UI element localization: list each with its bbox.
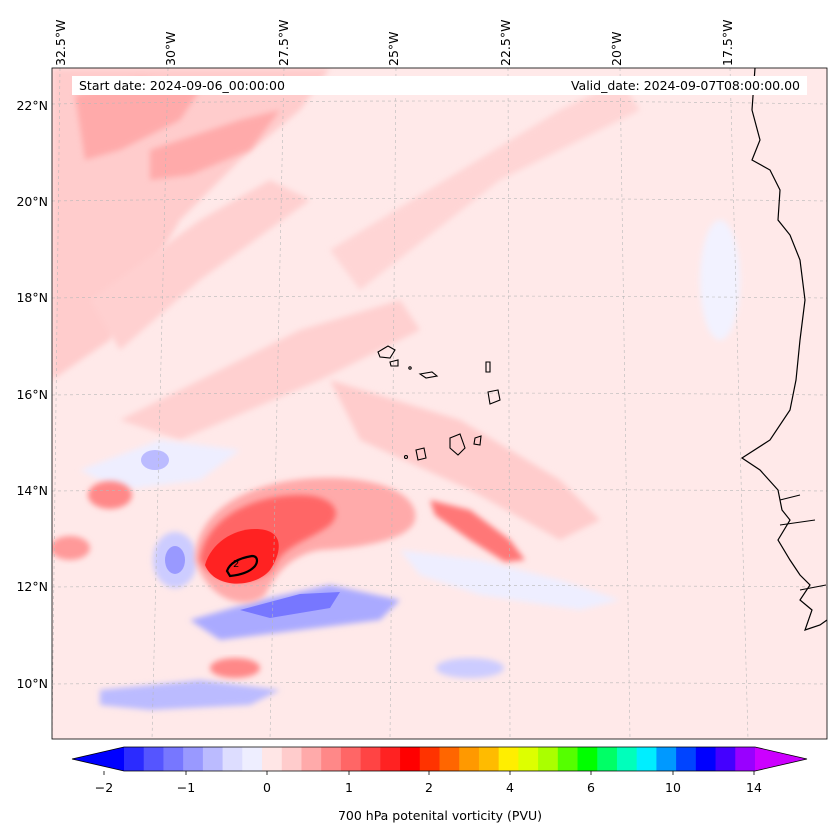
cape-verde-islands xyxy=(377,345,501,461)
colorbar-segment xyxy=(656,747,677,771)
pv-positive-patch-w2 xyxy=(52,536,90,560)
pv-cyclone-core xyxy=(205,529,279,584)
pv-negative-band-far-south xyxy=(100,680,280,710)
colorbar-segment xyxy=(597,747,618,771)
colorbar-segment xyxy=(478,747,500,771)
colorbar-segment xyxy=(538,747,559,771)
colorbar-segment xyxy=(202,747,224,771)
colorbar-tick-label: −2 xyxy=(94,780,114,795)
colorbar-title: 700 hPa potenital vorticity (PVU) xyxy=(337,808,543,823)
pv-band-diagonal xyxy=(330,80,640,290)
lon-label: 22.5°W xyxy=(498,19,513,66)
lat-label: 22°N xyxy=(16,98,48,113)
lon-label: 27.5°W xyxy=(276,19,291,66)
lon-label: 32.5°W xyxy=(53,19,68,66)
colorbar-tick-label: 4 xyxy=(506,780,514,795)
pv-negative-patch-6 xyxy=(700,220,740,340)
colorbar-segment xyxy=(360,747,381,771)
colorbar-extend-max xyxy=(755,747,807,771)
colorbar-segment xyxy=(222,747,243,771)
lat-label: 16°N xyxy=(16,387,48,402)
colorbar-segment xyxy=(735,747,756,771)
pv-negative-band-east xyxy=(400,550,620,610)
map-gridlines xyxy=(52,68,827,739)
colorbar-tick-label: 0 xyxy=(263,780,271,795)
pv-contour-2 xyxy=(225,554,259,578)
colorbar-segment xyxy=(124,747,145,771)
lat-label: 18°N xyxy=(16,290,48,305)
colorbar-segment xyxy=(242,747,263,771)
pv-band-mid xyxy=(120,300,420,440)
colorbar-segment xyxy=(498,747,519,771)
colorbar-segment xyxy=(340,747,362,771)
colorbar-segment xyxy=(143,747,164,771)
lon-label: 25°W xyxy=(386,31,401,66)
colorbar-segment xyxy=(577,747,598,771)
pv-positive-patch-sw xyxy=(210,658,260,678)
colorbar-segment xyxy=(695,747,717,771)
colorbar-tick-label: 10 xyxy=(665,780,681,795)
date-info-bar: Start date: 2024-09-06_00:00:00 Valid_da… xyxy=(72,76,807,95)
colorbar-segment xyxy=(419,747,440,771)
pv-field xyxy=(52,68,827,739)
colorbar-segment xyxy=(183,747,204,771)
contour-label: 2 xyxy=(233,559,239,570)
colorbar-segment xyxy=(636,747,657,771)
colorbar-segment xyxy=(281,747,302,771)
pv-negative-patch-5 xyxy=(436,658,504,678)
colorbar-extend-min xyxy=(72,747,124,771)
pv-band-east xyxy=(430,500,525,562)
colorbar-segment xyxy=(400,747,421,771)
colorbar-tick-label: 1 xyxy=(345,780,353,795)
lat-label: 20°N xyxy=(16,194,48,209)
lat-label: 12°N xyxy=(16,579,48,594)
lat-label: 14°N xyxy=(16,483,48,498)
colorbar-segment xyxy=(301,747,322,771)
pv-negative-band-south-core xyxy=(240,592,340,618)
colorbar-tick-label: 6 xyxy=(587,780,595,795)
colorbar-tick-label: −1 xyxy=(176,780,196,795)
colorbar-segment xyxy=(715,747,736,771)
colorbar-segment xyxy=(380,747,401,771)
coast-river-marks xyxy=(779,494,827,591)
start-date-text: Start date: 2024-09-06_00:00:00 xyxy=(79,78,285,93)
colorbar-segment xyxy=(616,747,638,771)
lon-label: 17.5°W xyxy=(720,19,735,66)
colorbar-outline xyxy=(71,746,808,772)
colorbar-tick-label: 14 xyxy=(746,780,762,795)
colorbar-segment xyxy=(676,747,697,771)
pv-positive-patch-w xyxy=(88,481,132,509)
valid-date-text: Valid_date: 2024-09-07T08:00:00.00 xyxy=(570,78,800,93)
colorbar-tick-label: 2 xyxy=(425,780,433,795)
pv-band-west-long xyxy=(90,180,310,350)
lon-label: 30°W xyxy=(163,31,178,66)
colorbar-segment xyxy=(321,747,342,771)
pv-band-central xyxy=(330,380,600,540)
pv-negative-patch-2 xyxy=(141,450,169,470)
colorbar-segment xyxy=(459,747,480,771)
pv-region-nw-strong xyxy=(75,78,200,160)
lon-label: 20°W xyxy=(609,31,624,66)
colorbar-segment xyxy=(518,747,539,771)
colorbar-segment xyxy=(557,747,579,771)
pv-negative-patch-4 xyxy=(165,546,185,574)
map-frame xyxy=(51,67,828,740)
colorbar-segment xyxy=(163,747,184,771)
africa-coastline xyxy=(740,68,827,631)
colorbar xyxy=(71,746,808,775)
lat-label: 10°N xyxy=(16,676,48,691)
colorbar-segment xyxy=(439,747,460,771)
colorbar-segment xyxy=(262,747,283,771)
pv-band-north xyxy=(150,110,280,180)
